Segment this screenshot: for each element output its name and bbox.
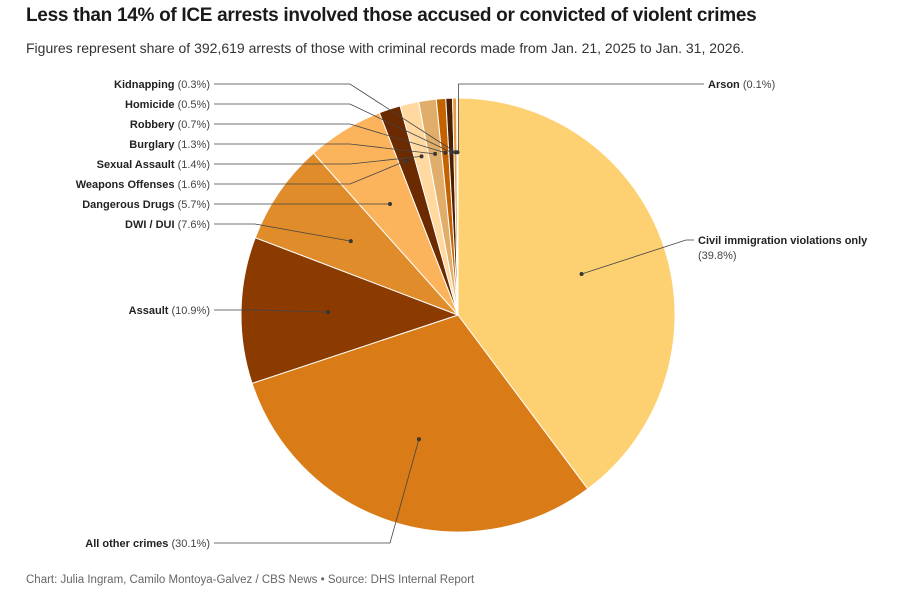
slice-label-name: Civil immigration violations only — [698, 235, 868, 247]
slice-label: Sexual Assault (1.4%) — [97, 159, 210, 171]
slice-label-name: Sexual Assault — [97, 159, 175, 171]
leader-line — [581, 239, 694, 275]
chart-credit: Chart: Julia Ingram, Camilo Montoya-Galv… — [26, 574, 475, 586]
slice-label: Weapons Offenses (1.6%) — [76, 179, 210, 191]
leader-line — [214, 123, 446, 154]
slice-label: Burglary (1.3%) — [129, 139, 210, 151]
pie-slice — [254, 152, 459, 316]
slice-label: Robbery (0.7%) — [130, 119, 210, 131]
pie-slice — [251, 314, 589, 533]
slice-label-name: Robbery — [130, 119, 176, 131]
slices — [240, 97, 676, 533]
slice-label-name: Arson — [708, 79, 740, 91]
slice-label-name: Weapons Offenses — [76, 179, 175, 191]
leader-line — [214, 103, 452, 153]
slice-label-name: All other crimes — [85, 538, 168, 550]
labels: (39.8%) Civil immigration violations only… — [76, 79, 868, 550]
slice-label-name: Assault — [129, 305, 169, 317]
pie-slice — [457, 97, 676, 490]
slice-label-name: Kidnapping — [114, 79, 175, 91]
slice-label: Dangerous Drugs (5.7%) — [82, 199, 210, 211]
slice-label: Civil immigration violations only — [698, 235, 868, 247]
slice-label-name: Homicide — [125, 99, 175, 111]
slice-label-value: (0.7%) — [175, 119, 210, 131]
leader-line — [214, 143, 436, 155]
chart-subtitle: Figures represent share of 392,619 arres… — [26, 40, 745, 56]
slice-label: Kidnapping (0.3%) — [114, 79, 210, 91]
slice-label-value: (0.1%) — [740, 79, 775, 91]
slice-label-value: (10.9%) — [168, 305, 210, 317]
slice-label-value: (0.5%) — [175, 99, 210, 111]
slice-label: Arson (0.1%) — [708, 79, 775, 91]
leader-line — [458, 83, 704, 153]
slice-label-value: (39.8%) — [698, 250, 737, 262]
slice-label-name: Dangerous Drugs — [82, 199, 174, 211]
slice-label: All other crimes (30.1%) — [85, 538, 210, 550]
leader-line — [214, 309, 328, 313]
slice-label-value: (5.7%) — [175, 199, 210, 211]
slice-label-value: (0.3%) — [175, 79, 210, 91]
chart-title: Less than 14% of ICE arrests involved th… — [26, 5, 757, 26]
leaders — [214, 83, 704, 544]
slice-label-value: (1.6%) — [175, 179, 210, 191]
slice-label-value: (1.3%) — [175, 139, 210, 151]
slice-label-name: Burglary — [129, 139, 175, 151]
slice-label-value-line: (39.8%) — [698, 250, 737, 262]
slice-label-value: (1.4%) — [175, 159, 210, 171]
leader-line — [214, 439, 420, 544]
slice-label-name: DWI / DUI — [125, 219, 175, 231]
slice-label-value: (30.1%) — [168, 538, 210, 550]
leader-line — [214, 83, 456, 153]
slice-label-value: (7.6%) — [175, 219, 210, 231]
leader-line — [214, 155, 422, 165]
slice-label: Homicide (0.5%) — [125, 99, 210, 111]
leader-line — [214, 223, 351, 242]
slice-label: DWI / DUI (7.6%) — [125, 219, 210, 231]
leader-line — [214, 160, 407, 185]
slice-label: Assault (10.9%) — [129, 305, 210, 317]
